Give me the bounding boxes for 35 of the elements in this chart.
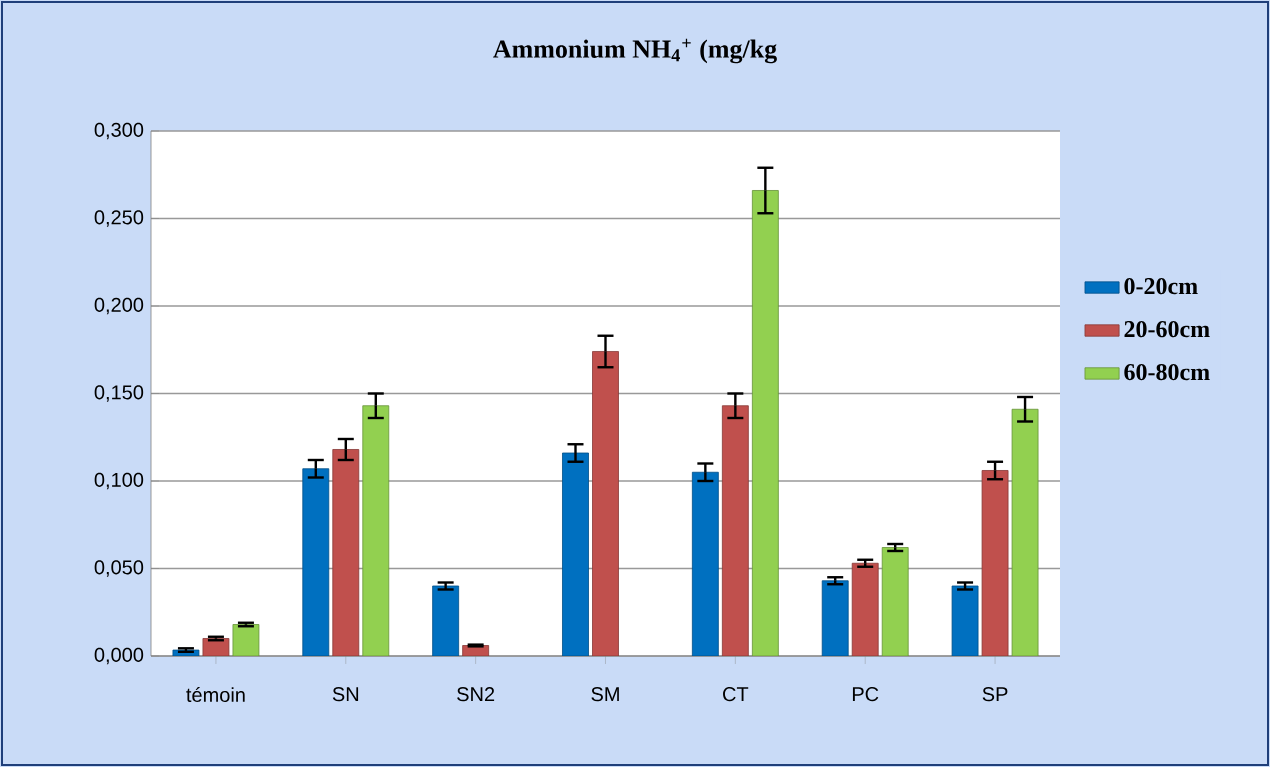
bar: [232, 624, 260, 656]
chart-title: Ammonium NH$_{4}$$^{+}$ (mg/kg: [493, 38, 777, 64]
x-tick-label: témoin: [186, 687, 245, 702]
bar: [691, 471, 719, 656]
y-tick-label: 0,150: [94, 385, 144, 402]
bar: [751, 190, 779, 656]
x-tick-label: SM: [591, 687, 619, 702]
legend-label: 20-60cm: [1124, 321, 1210, 338]
x-tick-label: SP: [982, 687, 1008, 702]
x-tick-label: SN: [332, 687, 359, 702]
bar: [721, 405, 749, 656]
bar: [202, 638, 230, 656]
y-tick-label: 0,300: [94, 122, 144, 140]
bar: [851, 562, 879, 656]
bar: [1011, 408, 1039, 656]
x-tick-label: SN2: [457, 687, 495, 702]
bar: [592, 351, 619, 656]
y-tick-label: 0,250: [94, 210, 144, 227]
bar: [432, 585, 460, 656]
bar: [562, 452, 589, 656]
bar: [362, 405, 390, 656]
bar: [821, 580, 849, 656]
bar: [302, 468, 330, 656]
bar: [981, 470, 1009, 656]
y-tick-label: 0,000: [94, 647, 144, 665]
x-tick-label: CT: [723, 687, 749, 702]
y-tick-label: 0,050: [94, 560, 144, 577]
bar: [951, 585, 979, 656]
y-tick-label: 0,100: [94, 472, 144, 490]
legend-label: 60-80cm: [1124, 363, 1210, 381]
y-tick-label: 0,200: [94, 297, 144, 315]
x-tick-label: PC: [852, 687, 879, 702]
legend-label: 0-20cm: [1124, 278, 1198, 295]
bar: [332, 449, 360, 656]
bar: [881, 547, 909, 656]
